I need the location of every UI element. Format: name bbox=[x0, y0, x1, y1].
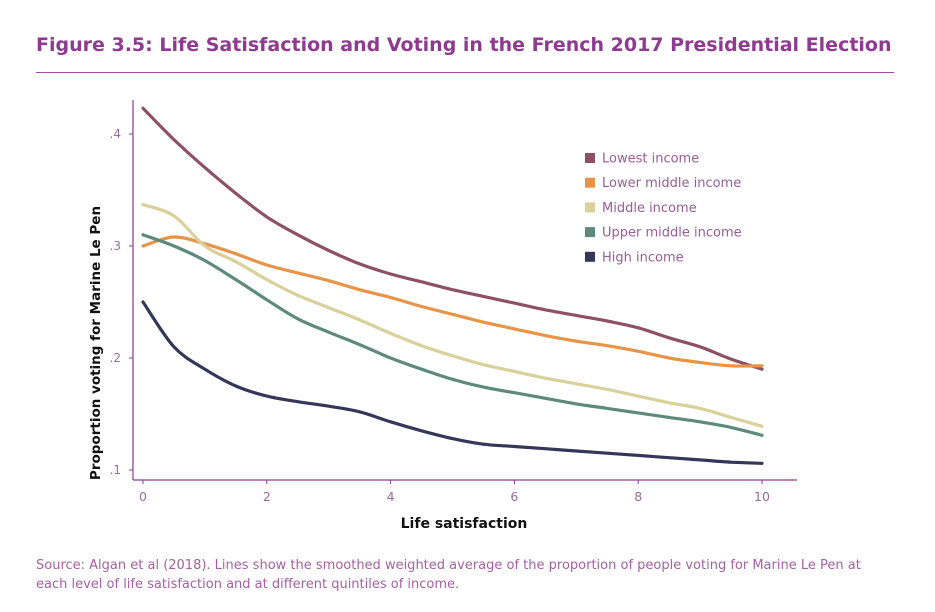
line-chart: .1 .2 .3 .4 0 2 4 6 8 10 Lowest income Lower middl… bbox=[88, 100, 797, 532]
series-line-lowest-income bbox=[141, 106, 764, 371]
legend-label-high-income: High income bbox=[602, 250, 684, 265]
x-tick-label: 8 bbox=[634, 489, 642, 504]
title-divider bbox=[36, 72, 894, 73]
chart-series-lines bbox=[141, 106, 764, 465]
y-tick-label: .2 bbox=[110, 351, 121, 365]
legend-swatch-lowest-income bbox=[585, 153, 595, 163]
figure-title: Figure 3.5: Life Satisfaction and Voting… bbox=[36, 34, 892, 56]
legend-label-middle-income: Middle income bbox=[602, 201, 697, 216]
x-tick-label: 4 bbox=[387, 489, 395, 504]
legend-swatch-middle-income bbox=[585, 202, 595, 213]
chart-legend: Lowest income Lower middle income Middle i… bbox=[585, 152, 742, 265]
series-line-high-income bbox=[141, 300, 764, 465]
x-tick-label: 10 bbox=[754, 489, 770, 504]
series-line-lower-middle-income bbox=[141, 235, 764, 368]
series-line-middle-income bbox=[141, 203, 764, 428]
y-axis-label: Proportion voting for Marine Le Pen bbox=[88, 206, 104, 480]
legend-label-lowest-income: Lowest income bbox=[602, 152, 699, 167]
legend-label-lower-middle-income: Lower middle income bbox=[602, 176, 741, 191]
y-tick-label: .1 bbox=[110, 463, 121, 477]
series-line-upper-middle-income bbox=[141, 233, 764, 437]
x-tick-label: 6 bbox=[510, 489, 518, 504]
x-axis-label: Life satisfaction bbox=[401, 516, 528, 532]
legend-swatch-high-income bbox=[585, 251, 595, 262]
chart-axes: .1 .2 .3 .4 0 2 4 6 8 10 bbox=[110, 100, 797, 504]
legend-swatch-upper-middle-income bbox=[585, 227, 595, 238]
y-tick-label: .4 bbox=[110, 127, 121, 141]
legend-swatch-lower-middle-income bbox=[585, 177, 595, 188]
x-tick-label: 2 bbox=[263, 489, 271, 504]
y-tick-label: .3 bbox=[110, 239, 121, 253]
source-note: Source: Algan et al (2018). Lines show t… bbox=[36, 558, 861, 592]
x-tick-label: 0 bbox=[139, 489, 147, 504]
legend-label-upper-middle-income: Upper middle income bbox=[602, 226, 742, 241]
chart-area: .1 .2 .3 .4 0 2 4 6 8 10 Lowest income Lower middl… bbox=[0, 80, 935, 540]
